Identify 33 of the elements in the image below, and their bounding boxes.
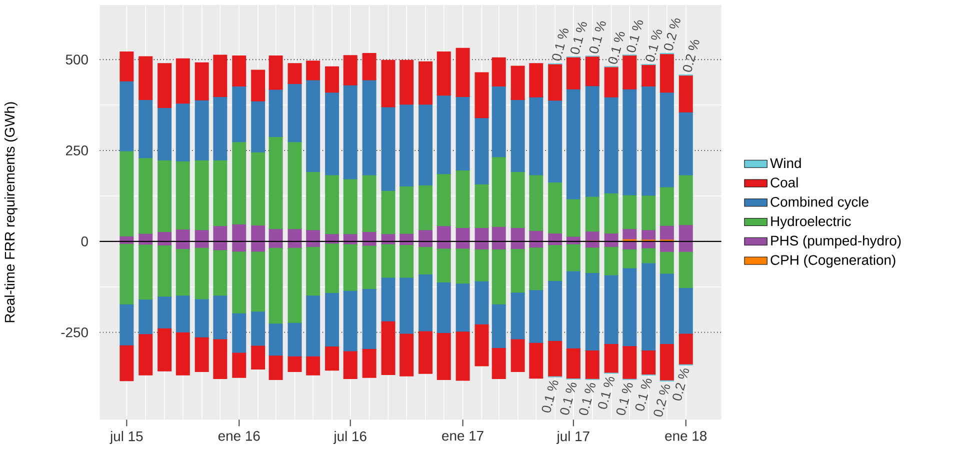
annotation: 0.1 %	[608, 32, 625, 64]
y-tick-label: -250	[61, 327, 88, 338]
annotation: 0.1 %	[570, 22, 587, 54]
legend-label: Hydroelectric	[771, 216, 851, 229]
annotation: 0.1 %	[589, 21, 606, 54]
legend-label: Combined cycle	[770, 196, 868, 210]
annotation: 0.1 %	[646, 30, 662, 62]
x-tick-label: ene 17	[442, 430, 484, 440]
annotation: 0.2 %	[672, 368, 690, 400]
annotation: 0.1 %	[542, 380, 558, 412]
x-tick-label: jul 17	[556, 430, 590, 444]
y-tick-label: 500	[66, 54, 88, 64]
x-tick-label: ene 16	[218, 430, 260, 441]
legend-label: Coal	[770, 177, 798, 188]
annotation: 0.2 %	[664, 18, 680, 50]
y-axis-title: Real-time FRR requirements (GWh)	[4, 102, 18, 322]
legend-label: CPH (Cogeneration)	[770, 254, 896, 268]
annotation: 0.1 %	[616, 382, 633, 415]
y-tick-label: 0	[81, 236, 88, 246]
x-tick-label: jul 16	[333, 430, 366, 444]
legend-label: Wind	[770, 158, 801, 168]
y-tick-label: 250	[66, 145, 88, 156]
annotation: 0.2 %	[654, 384, 670, 416]
annotation: 0.1 %	[635, 378, 652, 410]
legend-label: PHS (pumped-hydro)	[771, 235, 901, 248]
x-tick-label: ene 18	[665, 430, 707, 441]
annotation: 0.2 %	[682, 40, 700, 72]
annotation: 0.1 %	[626, 20, 644, 52]
annotation: 0.1 %	[579, 382, 596, 415]
annotation: 0.1 %	[560, 382, 577, 414]
annotation: 0.1 %	[598, 376, 614, 409]
annotation: 0.1 %	[552, 28, 569, 60]
x-tick-label: jul 15	[110, 430, 143, 444]
